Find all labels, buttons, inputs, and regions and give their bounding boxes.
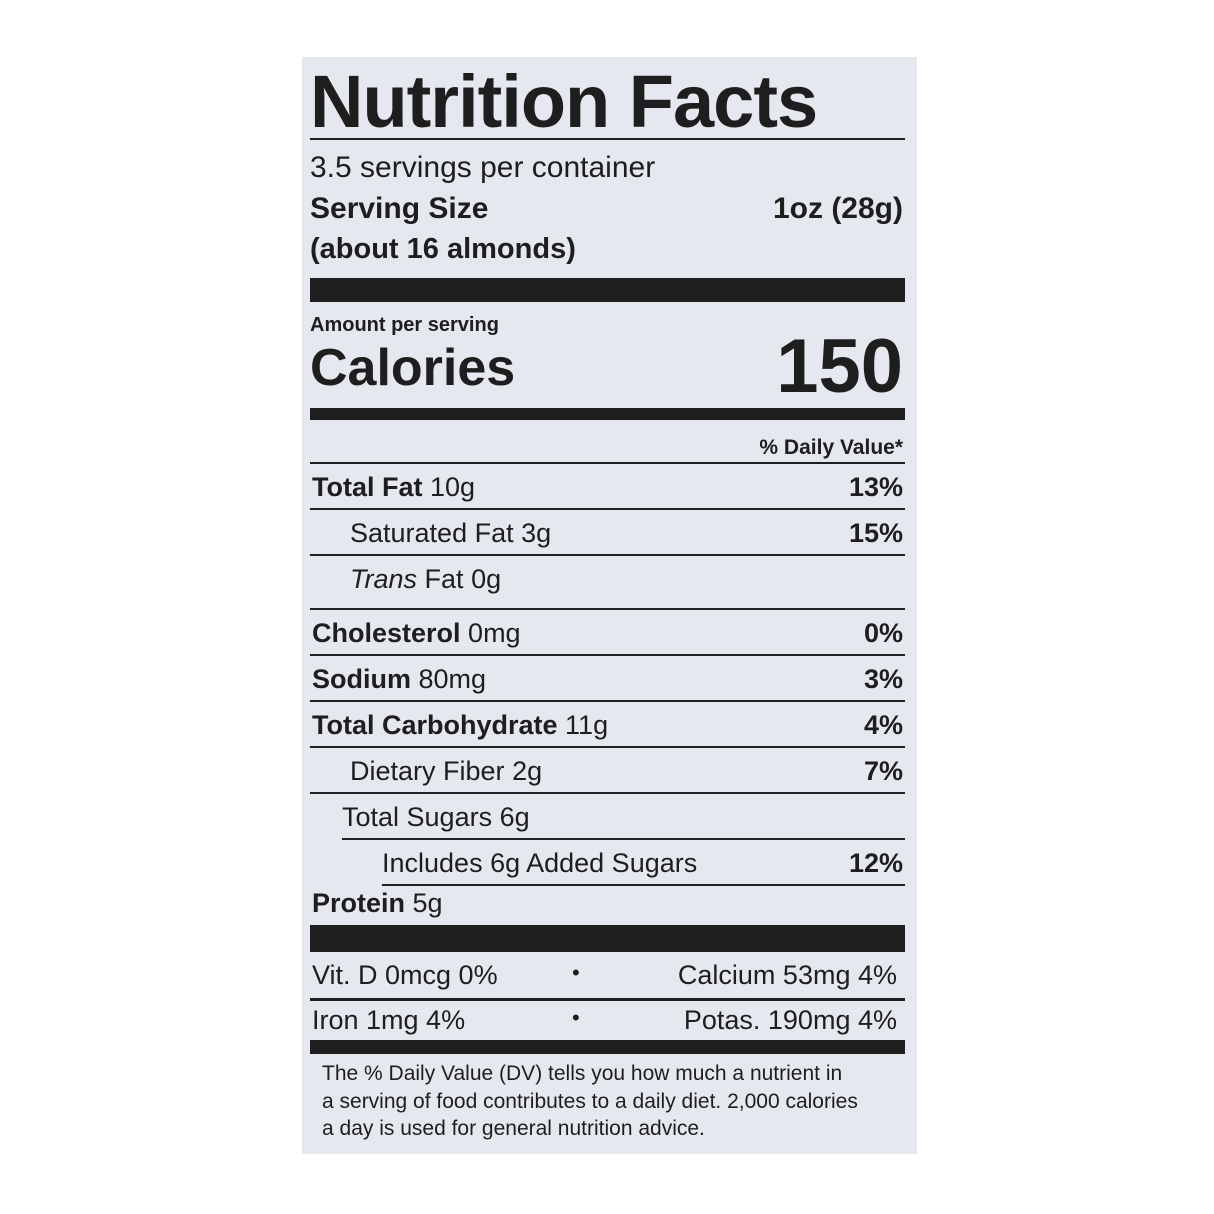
nutrient-amount: 5g [412, 888, 443, 918]
nutrient-name: Total Carbohydrate [312, 710, 558, 740]
daily-value-header: % Daily Value* [759, 436, 903, 459]
serving-size-note: (about 16 almonds) [310, 233, 576, 265]
nutrient-amount: 0g [471, 564, 502, 594]
micronutrient-calcium: Calcium 53mg 4% [677, 960, 897, 990]
serving-size-value: 1oz (28g) [772, 192, 903, 225]
nutrient-amount: 6g [499, 802, 530, 832]
nutrient-row-total-carbohydrate: Total Carbohydrate 11g 4% [310, 702, 905, 748]
nutrient-name: Sodium [312, 664, 411, 694]
nutrient-name: Total Sugars [342, 802, 493, 832]
nutrient-row-total-sugars: Total Sugars 6g [342, 794, 905, 840]
servings-per-container: 3.5 servings per container [310, 151, 656, 184]
nutrient-row-saturated-fat: Saturated Fat 3g 15% [310, 510, 905, 556]
medium-divider [310, 408, 905, 420]
nutrient-row-trans-fat: Trans Fat 0g [310, 556, 905, 610]
nutrient-name: Protein [312, 888, 406, 918]
serving-size-label: Serving Size [310, 192, 489, 225]
nutrient-amount: 11g [565, 710, 609, 740]
calories-label: Calories [310, 339, 516, 397]
nutrient-amount: 80mg [418, 664, 487, 694]
bullet: • [572, 960, 580, 985]
amount-per-serving: Amount per serving [310, 314, 499, 336]
footnote-line: a day is used for general nutrition advi… [322, 1117, 705, 1140]
nutrient-dv: 0% [863, 618, 903, 648]
nutrient-amount: 3g [521, 518, 552, 548]
footnote-line: a serving of food contributes to a daily… [322, 1090, 858, 1113]
nutrient-dv: 12% [848, 848, 903, 878]
thick-divider [310, 278, 905, 302]
nutrient-dv: 7% [863, 756, 903, 786]
title: Nutrition Facts [310, 60, 818, 143]
bullet: • [572, 1005, 580, 1030]
nutrient-amount: 2g [512, 756, 543, 786]
nutrient-row-added-sugars: Includes 6g Added Sugars 12% [382, 840, 905, 886]
divider [310, 138, 905, 140]
nutrient-row-protein: Protein 5g [312, 890, 443, 917]
calories-value: 150 [776, 324, 903, 409]
nutrient-dv: 3% [863, 664, 903, 694]
nutrient-dv: 15% [848, 518, 903, 548]
nutrition-facts-label: Nutrition Facts 3.5 servings per contain… [302, 57, 917, 1154]
medium-divider [310, 1040, 905, 1054]
nutrient-name: Total Fat [312, 472, 423, 502]
nutrient-dv: 4% [863, 710, 903, 740]
footnote-line: The % Daily Value (DV) tells you how muc… [322, 1062, 843, 1085]
nutrient-row-cholesterol: Cholesterol 0mg 0% [310, 610, 905, 656]
nutrient-name: Trans [350, 564, 418, 594]
nutrient-amount: 10g [430, 472, 476, 502]
nutrient-row-total-fat: Total Fat 10g 13% [310, 464, 905, 510]
nutrient-name: Dietary Fiber [350, 756, 505, 786]
nutrient-dv: 13% [848, 472, 903, 502]
micronutrient-potassium: Potas. 190mg 4% [683, 1005, 897, 1035]
thick-divider [310, 925, 905, 952]
nutrient-row-dietary-fiber: Dietary Fiber 2g 7% [310, 748, 905, 794]
nutrient-name: Cholesterol [312, 618, 461, 648]
divider [310, 462, 905, 464]
nutrient-name: Saturated Fat [350, 518, 514, 548]
nutrient-row-sodium: Sodium 80mg 3% [310, 656, 905, 702]
micronutrient-vitamin-d: Vit. D 0mcg 0% [312, 960, 498, 990]
micronutrient-iron: Iron 1mg 4% [312, 1005, 466, 1035]
nutrient-name: Includes 6g Added Sugars [382, 848, 698, 878]
nutrient-name-suffix: Fat [424, 564, 464, 594]
divider [310, 998, 905, 1001]
nutrient-amount: 0mg [468, 618, 521, 648]
